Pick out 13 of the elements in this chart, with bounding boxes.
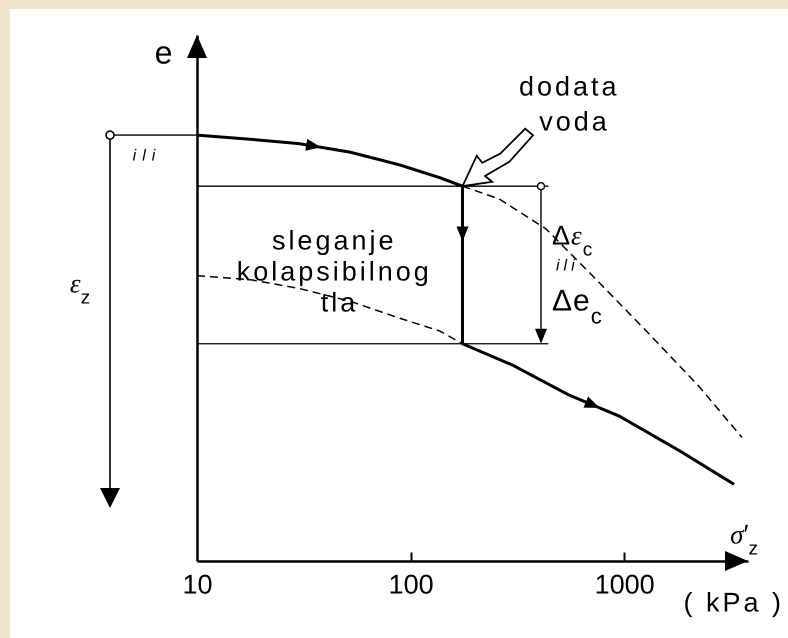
annotation: Δe$_{c}$ — [552, 284, 603, 328]
x-tick-label: 1000 — [594, 570, 655, 600]
text: ( kPa ) — [683, 587, 784, 618]
x-tick-label: 10 — [182, 570, 213, 600]
text: ili — [132, 148, 162, 165]
annotation: ili — [556, 258, 579, 275]
annotation: sleganje kolapsibilnog tla — [236, 225, 442, 318]
text: ε$_{z}$ — [70, 268, 90, 308]
y-axis-title: e — [154, 34, 172, 70]
annotation: Δε$_{c}$ — [552, 220, 594, 260]
x-tick-label: 100 — [388, 570, 434, 600]
annotation: dodata voda — [518, 72, 630, 137]
x-axis-title: σ′$_{z}$ — [730, 519, 758, 559]
